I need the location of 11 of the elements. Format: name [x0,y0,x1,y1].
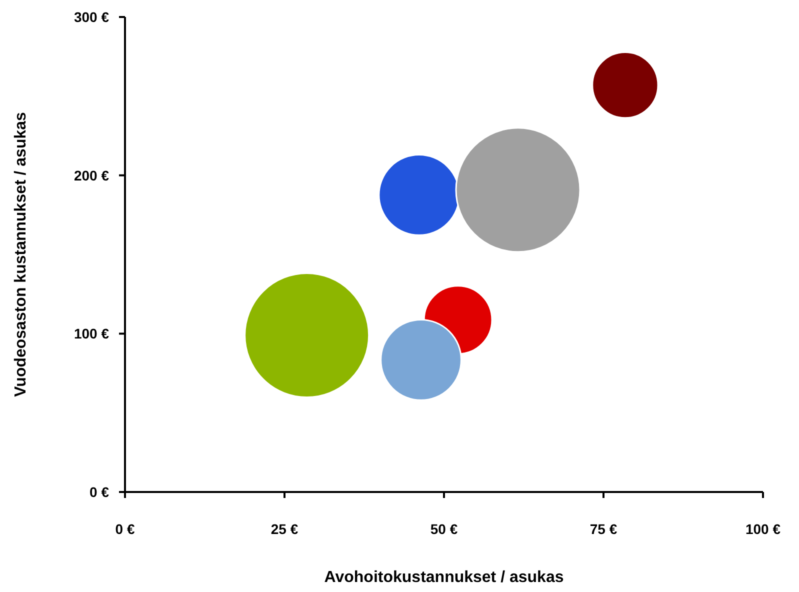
x-tick-label: 100 € [745,520,781,537]
x-tick-label: 25 € [270,520,298,537]
x-tick-label: 75 € [590,520,618,537]
y-tick-label: 200 € [74,167,110,184]
x-tick-label: 50 € [430,520,458,537]
x-axis-title: Avohoitokustannukset / asukas [324,569,564,586]
x-tick-label: 0 € [115,520,135,537]
y-axis-title: Vuodeosaston kustannukset / asukas [12,112,30,397]
y-tick-label: 300 € [74,8,110,25]
y-tick-label: 0 € [90,484,110,500]
y-tick-label: 100 € [74,326,110,342]
